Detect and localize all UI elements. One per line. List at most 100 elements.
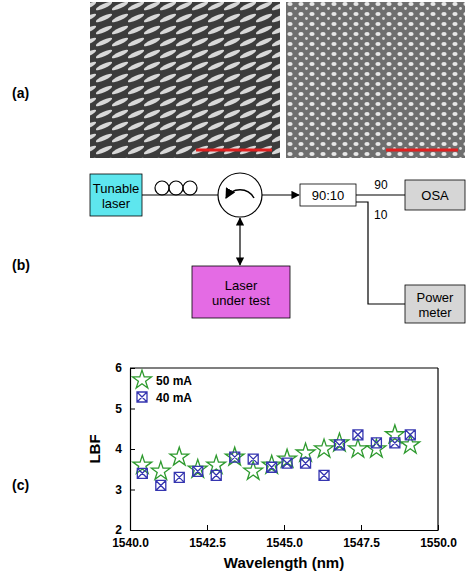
point xyxy=(156,480,166,490)
scale-bar xyxy=(196,149,272,152)
point xyxy=(405,430,415,440)
point xyxy=(262,455,281,473)
series xyxy=(133,425,420,479)
x-tick-mark xyxy=(361,525,362,530)
point xyxy=(248,454,258,464)
polarization-loop xyxy=(169,181,183,195)
connector xyxy=(356,202,405,304)
point xyxy=(151,461,170,479)
node-label: laser xyxy=(102,196,131,211)
point xyxy=(385,425,404,443)
point xyxy=(334,440,344,450)
node-label: Power xyxy=(417,290,455,305)
legend-label: 40 mA xyxy=(156,391,192,405)
x-tick: 1545.0 xyxy=(266,525,303,550)
series xyxy=(137,430,415,491)
point xyxy=(211,470,221,480)
x-axis-line xyxy=(131,530,439,531)
circulator xyxy=(218,173,262,217)
diagram-box xyxy=(405,285,465,323)
plot-area xyxy=(133,425,420,491)
y-tick: 3 xyxy=(115,483,135,497)
sem-image xyxy=(90,2,280,158)
legend-marker xyxy=(137,392,147,402)
diagram-box xyxy=(90,174,142,216)
y-axis: 2 3 4 5 6 xyxy=(115,361,135,537)
x-tick-label: 1550.0 xyxy=(420,536,457,550)
x-tick: 1547.5 xyxy=(343,525,380,550)
figure: (a) (b) (c) Tunablelaser Laserunder test 90:1… xyxy=(0,0,469,576)
y-tick-mark xyxy=(130,530,135,531)
legend: 50 mA 40 mA xyxy=(133,370,193,404)
port-label: 10 xyxy=(374,208,388,222)
point xyxy=(170,447,189,465)
x-tick-label: 1542.5 xyxy=(189,536,226,550)
legend-marker xyxy=(133,370,152,388)
diagram-box xyxy=(405,180,465,210)
point xyxy=(193,466,203,476)
y-tick: 2 xyxy=(115,523,135,537)
point xyxy=(349,439,368,457)
x-tick-label: 1545.0 xyxy=(266,536,303,550)
y-tick-mark xyxy=(130,449,135,450)
point xyxy=(315,439,334,457)
point xyxy=(319,470,329,480)
diagram-box xyxy=(300,184,356,206)
node-label: Laser xyxy=(225,278,258,293)
y-tick-mark xyxy=(130,490,135,491)
y-tick-label: 4 xyxy=(115,442,122,456)
port-label: 90 xyxy=(374,178,388,192)
point xyxy=(188,459,207,477)
node-label: meter xyxy=(418,305,452,320)
plot-frame xyxy=(130,367,438,368)
point xyxy=(330,433,349,451)
node-label: under test xyxy=(212,293,270,308)
plot-frame xyxy=(437,368,438,530)
point xyxy=(267,462,277,472)
point xyxy=(390,438,400,448)
y-tick: 5 xyxy=(115,402,135,416)
connector xyxy=(142,194,218,195)
y-tick-label: 3 xyxy=(115,483,122,497)
node-label: OSA xyxy=(421,188,449,203)
node-label: 90:10 xyxy=(312,188,345,203)
panel-label: (b) xyxy=(12,257,30,273)
x-tick-mark xyxy=(207,525,208,530)
x-tick-label: 1540.0 xyxy=(112,536,149,550)
point xyxy=(133,455,152,473)
scale-bar xyxy=(386,149,458,152)
polarization-loop xyxy=(155,181,169,195)
panel-label: (a) xyxy=(12,85,29,101)
point xyxy=(401,435,420,453)
diagram-box xyxy=(192,266,290,318)
y-tick-label: 2 xyxy=(115,523,122,537)
x-tick: 1542.5 xyxy=(189,525,226,550)
circulator-arrow xyxy=(226,190,254,198)
y-tick-mark xyxy=(130,409,135,410)
x-tick-mark xyxy=(284,525,285,530)
y-tick-label: 6 xyxy=(115,361,122,375)
x-axis: 1540.0 1542.5 1545.0 1547.5 1550.0 xyxy=(112,525,457,550)
polarization-loop xyxy=(183,181,197,195)
sem-image xyxy=(286,2,465,158)
x-tick-label: 1547.5 xyxy=(343,536,380,550)
point xyxy=(174,472,184,482)
x-axis-title: Wavelength (nm) xyxy=(224,554,344,571)
point xyxy=(301,458,311,468)
point xyxy=(371,438,381,448)
point xyxy=(137,468,147,478)
y-axis-title: LBF xyxy=(86,434,103,463)
point xyxy=(282,458,292,468)
legend-label: 50 mA xyxy=(156,374,192,388)
connector xyxy=(356,194,405,195)
y-tick-label: 5 xyxy=(115,402,122,416)
point xyxy=(225,447,244,465)
connector xyxy=(239,218,240,265)
point xyxy=(230,452,240,462)
x-tick: 1550.0 xyxy=(420,525,457,550)
node-label: Tunable xyxy=(93,181,140,196)
connector xyxy=(262,194,299,195)
panel-label: (c) xyxy=(12,477,29,493)
point xyxy=(353,430,363,440)
y-tick: 4 xyxy=(115,442,135,456)
